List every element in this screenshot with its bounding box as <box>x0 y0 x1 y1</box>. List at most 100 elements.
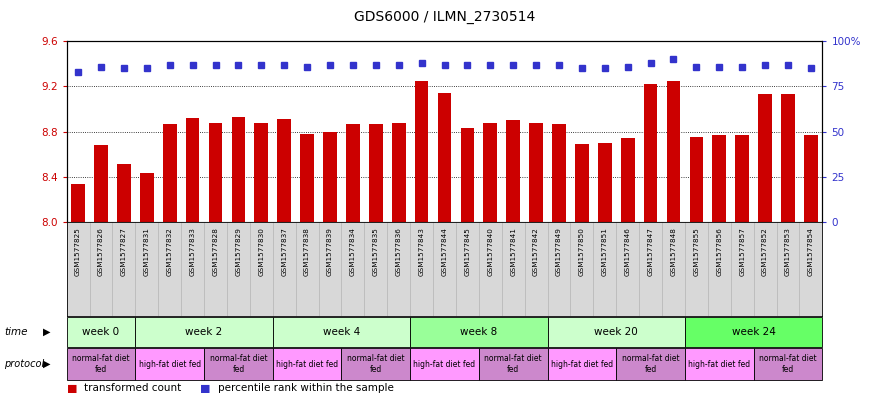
Text: GSM1577853: GSM1577853 <box>785 227 791 275</box>
Text: GSM1577847: GSM1577847 <box>647 227 653 275</box>
Text: GSM1577840: GSM1577840 <box>487 227 493 275</box>
Bar <box>598 143 612 222</box>
Text: GSM1577833: GSM1577833 <box>189 227 196 275</box>
Text: week 8: week 8 <box>461 327 498 337</box>
Text: GSM1577825: GSM1577825 <box>76 227 81 275</box>
Bar <box>690 137 703 222</box>
Text: high-fat diet fed: high-fat diet fed <box>413 360 476 369</box>
Text: normal-fat diet
fed: normal-fat diet fed <box>621 354 679 374</box>
Bar <box>346 124 360 222</box>
Text: week 20: week 20 <box>595 327 638 337</box>
FancyBboxPatch shape <box>410 349 479 380</box>
Text: normal-fat diet
fed: normal-fat diet fed <box>72 354 130 374</box>
Text: high-fat diet fed: high-fat diet fed <box>139 360 201 369</box>
Text: GSM1577837: GSM1577837 <box>281 227 287 275</box>
Text: GSM1577852: GSM1577852 <box>762 227 768 275</box>
Bar <box>484 123 497 222</box>
Text: GSM1577835: GSM1577835 <box>372 227 379 275</box>
FancyBboxPatch shape <box>341 349 410 380</box>
Text: normal-fat diet
fed: normal-fat diet fed <box>347 354 404 374</box>
FancyBboxPatch shape <box>273 317 410 347</box>
Bar <box>323 132 337 222</box>
Text: GSM1577842: GSM1577842 <box>533 227 539 275</box>
Text: GSM1577826: GSM1577826 <box>98 227 104 275</box>
Text: GSM1577849: GSM1577849 <box>556 227 562 275</box>
Text: GSM1577844: GSM1577844 <box>442 227 447 275</box>
Text: GSM1577841: GSM1577841 <box>510 227 517 275</box>
Text: GSM1577827: GSM1577827 <box>121 227 127 275</box>
Bar <box>415 81 428 222</box>
Text: GSM1577836: GSM1577836 <box>396 227 402 275</box>
Bar <box>209 123 222 222</box>
Text: GSM1577851: GSM1577851 <box>602 227 608 275</box>
Text: GSM1577828: GSM1577828 <box>212 227 219 275</box>
Text: GSM1577838: GSM1577838 <box>304 227 310 275</box>
Bar <box>186 118 199 222</box>
Bar <box>552 124 566 222</box>
Text: GSM1577854: GSM1577854 <box>808 227 813 275</box>
Bar <box>804 135 818 222</box>
Bar <box>117 164 131 222</box>
Bar <box>667 81 680 222</box>
Text: GSM1577843: GSM1577843 <box>419 227 425 275</box>
Bar <box>254 123 268 222</box>
Text: high-fat diet fed: high-fat diet fed <box>276 360 338 369</box>
Text: GSM1577829: GSM1577829 <box>236 227 242 275</box>
Bar <box>231 117 245 222</box>
Bar <box>94 145 108 222</box>
Text: high-fat diet fed: high-fat diet fed <box>551 360 613 369</box>
FancyBboxPatch shape <box>548 317 685 347</box>
Bar <box>781 94 795 222</box>
Text: GSM1577856: GSM1577856 <box>717 227 722 275</box>
Bar <box>575 144 589 222</box>
Text: ■: ■ <box>67 383 77 393</box>
Text: normal-fat diet
fed: normal-fat diet fed <box>759 354 817 374</box>
Text: GSM1577834: GSM1577834 <box>350 227 356 275</box>
Bar <box>300 134 314 222</box>
FancyBboxPatch shape <box>135 349 204 380</box>
Text: normal-fat diet
fed: normal-fat diet fed <box>210 354 268 374</box>
Text: GSM1577857: GSM1577857 <box>739 227 745 275</box>
FancyBboxPatch shape <box>273 349 341 380</box>
Text: ▶: ▶ <box>43 359 50 369</box>
Text: GSM1577846: GSM1577846 <box>625 227 630 275</box>
Text: GSM1577832: GSM1577832 <box>167 227 172 275</box>
Text: GSM1577850: GSM1577850 <box>579 227 585 275</box>
FancyBboxPatch shape <box>135 317 273 347</box>
FancyBboxPatch shape <box>616 349 685 380</box>
FancyBboxPatch shape <box>204 349 273 380</box>
Bar <box>758 94 772 222</box>
Text: GSM1577845: GSM1577845 <box>464 227 470 275</box>
FancyBboxPatch shape <box>754 349 822 380</box>
FancyBboxPatch shape <box>548 349 616 380</box>
Text: protocol: protocol <box>4 359 44 369</box>
Text: GSM1577830: GSM1577830 <box>259 227 264 275</box>
Text: percentile rank within the sample: percentile rank within the sample <box>218 383 394 393</box>
Bar <box>140 173 154 222</box>
FancyBboxPatch shape <box>67 349 135 380</box>
FancyBboxPatch shape <box>685 349 754 380</box>
Text: time: time <box>4 327 28 337</box>
Bar <box>644 84 658 222</box>
Bar <box>621 138 635 222</box>
FancyBboxPatch shape <box>685 317 822 347</box>
Text: week 4: week 4 <box>323 327 360 337</box>
Text: week 24: week 24 <box>732 327 775 337</box>
Text: GDS6000 / ILMN_2730514: GDS6000 / ILMN_2730514 <box>354 10 535 24</box>
Bar <box>529 123 543 222</box>
Text: week 0: week 0 <box>83 327 120 337</box>
Bar <box>277 119 291 222</box>
Bar <box>735 135 749 222</box>
Text: GSM1577839: GSM1577839 <box>327 227 333 275</box>
Text: GSM1577855: GSM1577855 <box>693 227 700 275</box>
Bar <box>163 124 177 222</box>
Bar <box>71 184 85 222</box>
Text: ■: ■ <box>200 383 211 393</box>
Text: week 2: week 2 <box>186 327 222 337</box>
Bar <box>437 93 452 222</box>
Bar <box>461 128 474 222</box>
Bar <box>392 123 405 222</box>
Text: high-fat diet fed: high-fat diet fed <box>688 360 750 369</box>
FancyBboxPatch shape <box>410 317 548 347</box>
Text: GSM1577831: GSM1577831 <box>144 227 150 275</box>
